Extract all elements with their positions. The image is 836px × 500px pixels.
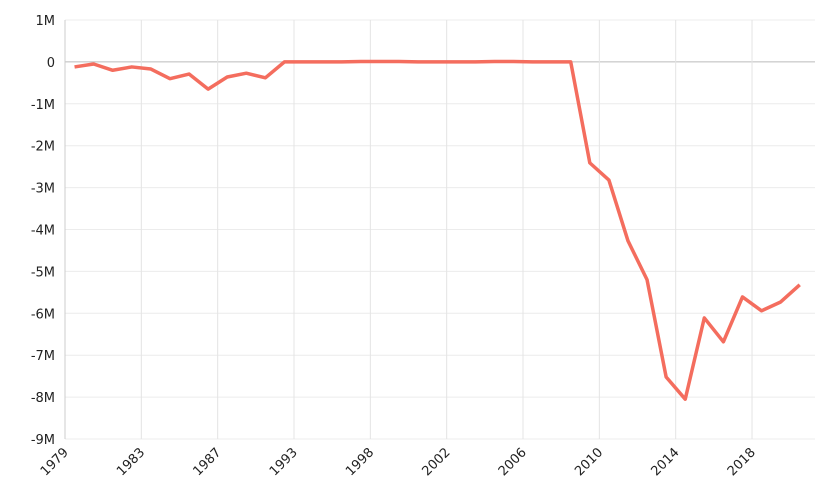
y-tick-label: -4M [31,224,55,239]
y-tick-label: -3M [31,182,55,197]
x-tick-label: 2006 [496,445,530,479]
y-tick-label: -1M [31,98,55,113]
x-tick-label: 1983 [114,445,148,479]
y-tick-label: -9M [31,433,55,448]
y-tick-label: 1M [36,14,56,29]
x-tick-label: 2002 [420,445,454,479]
y-tick-label: -5M [31,265,55,280]
x-tick-label: 1979 [38,445,72,479]
y-tick-label: -2M [31,140,55,155]
x-tick-label: 2010 [572,445,606,479]
y-tick-label: -8M [31,391,55,406]
y-tick-label: -7M [31,349,55,364]
line [74,59,801,401]
x-tick-label: 1987 [190,445,224,479]
x-tick-label: 2018 [725,445,759,479]
x-tick-label: 1993 [267,445,301,479]
y-tick-label: 0 [47,56,55,71]
x-tick-label: 2014 [649,445,683,479]
y-tick-label: -6M [31,307,55,322]
x-tick-label: 1998 [343,445,377,479]
